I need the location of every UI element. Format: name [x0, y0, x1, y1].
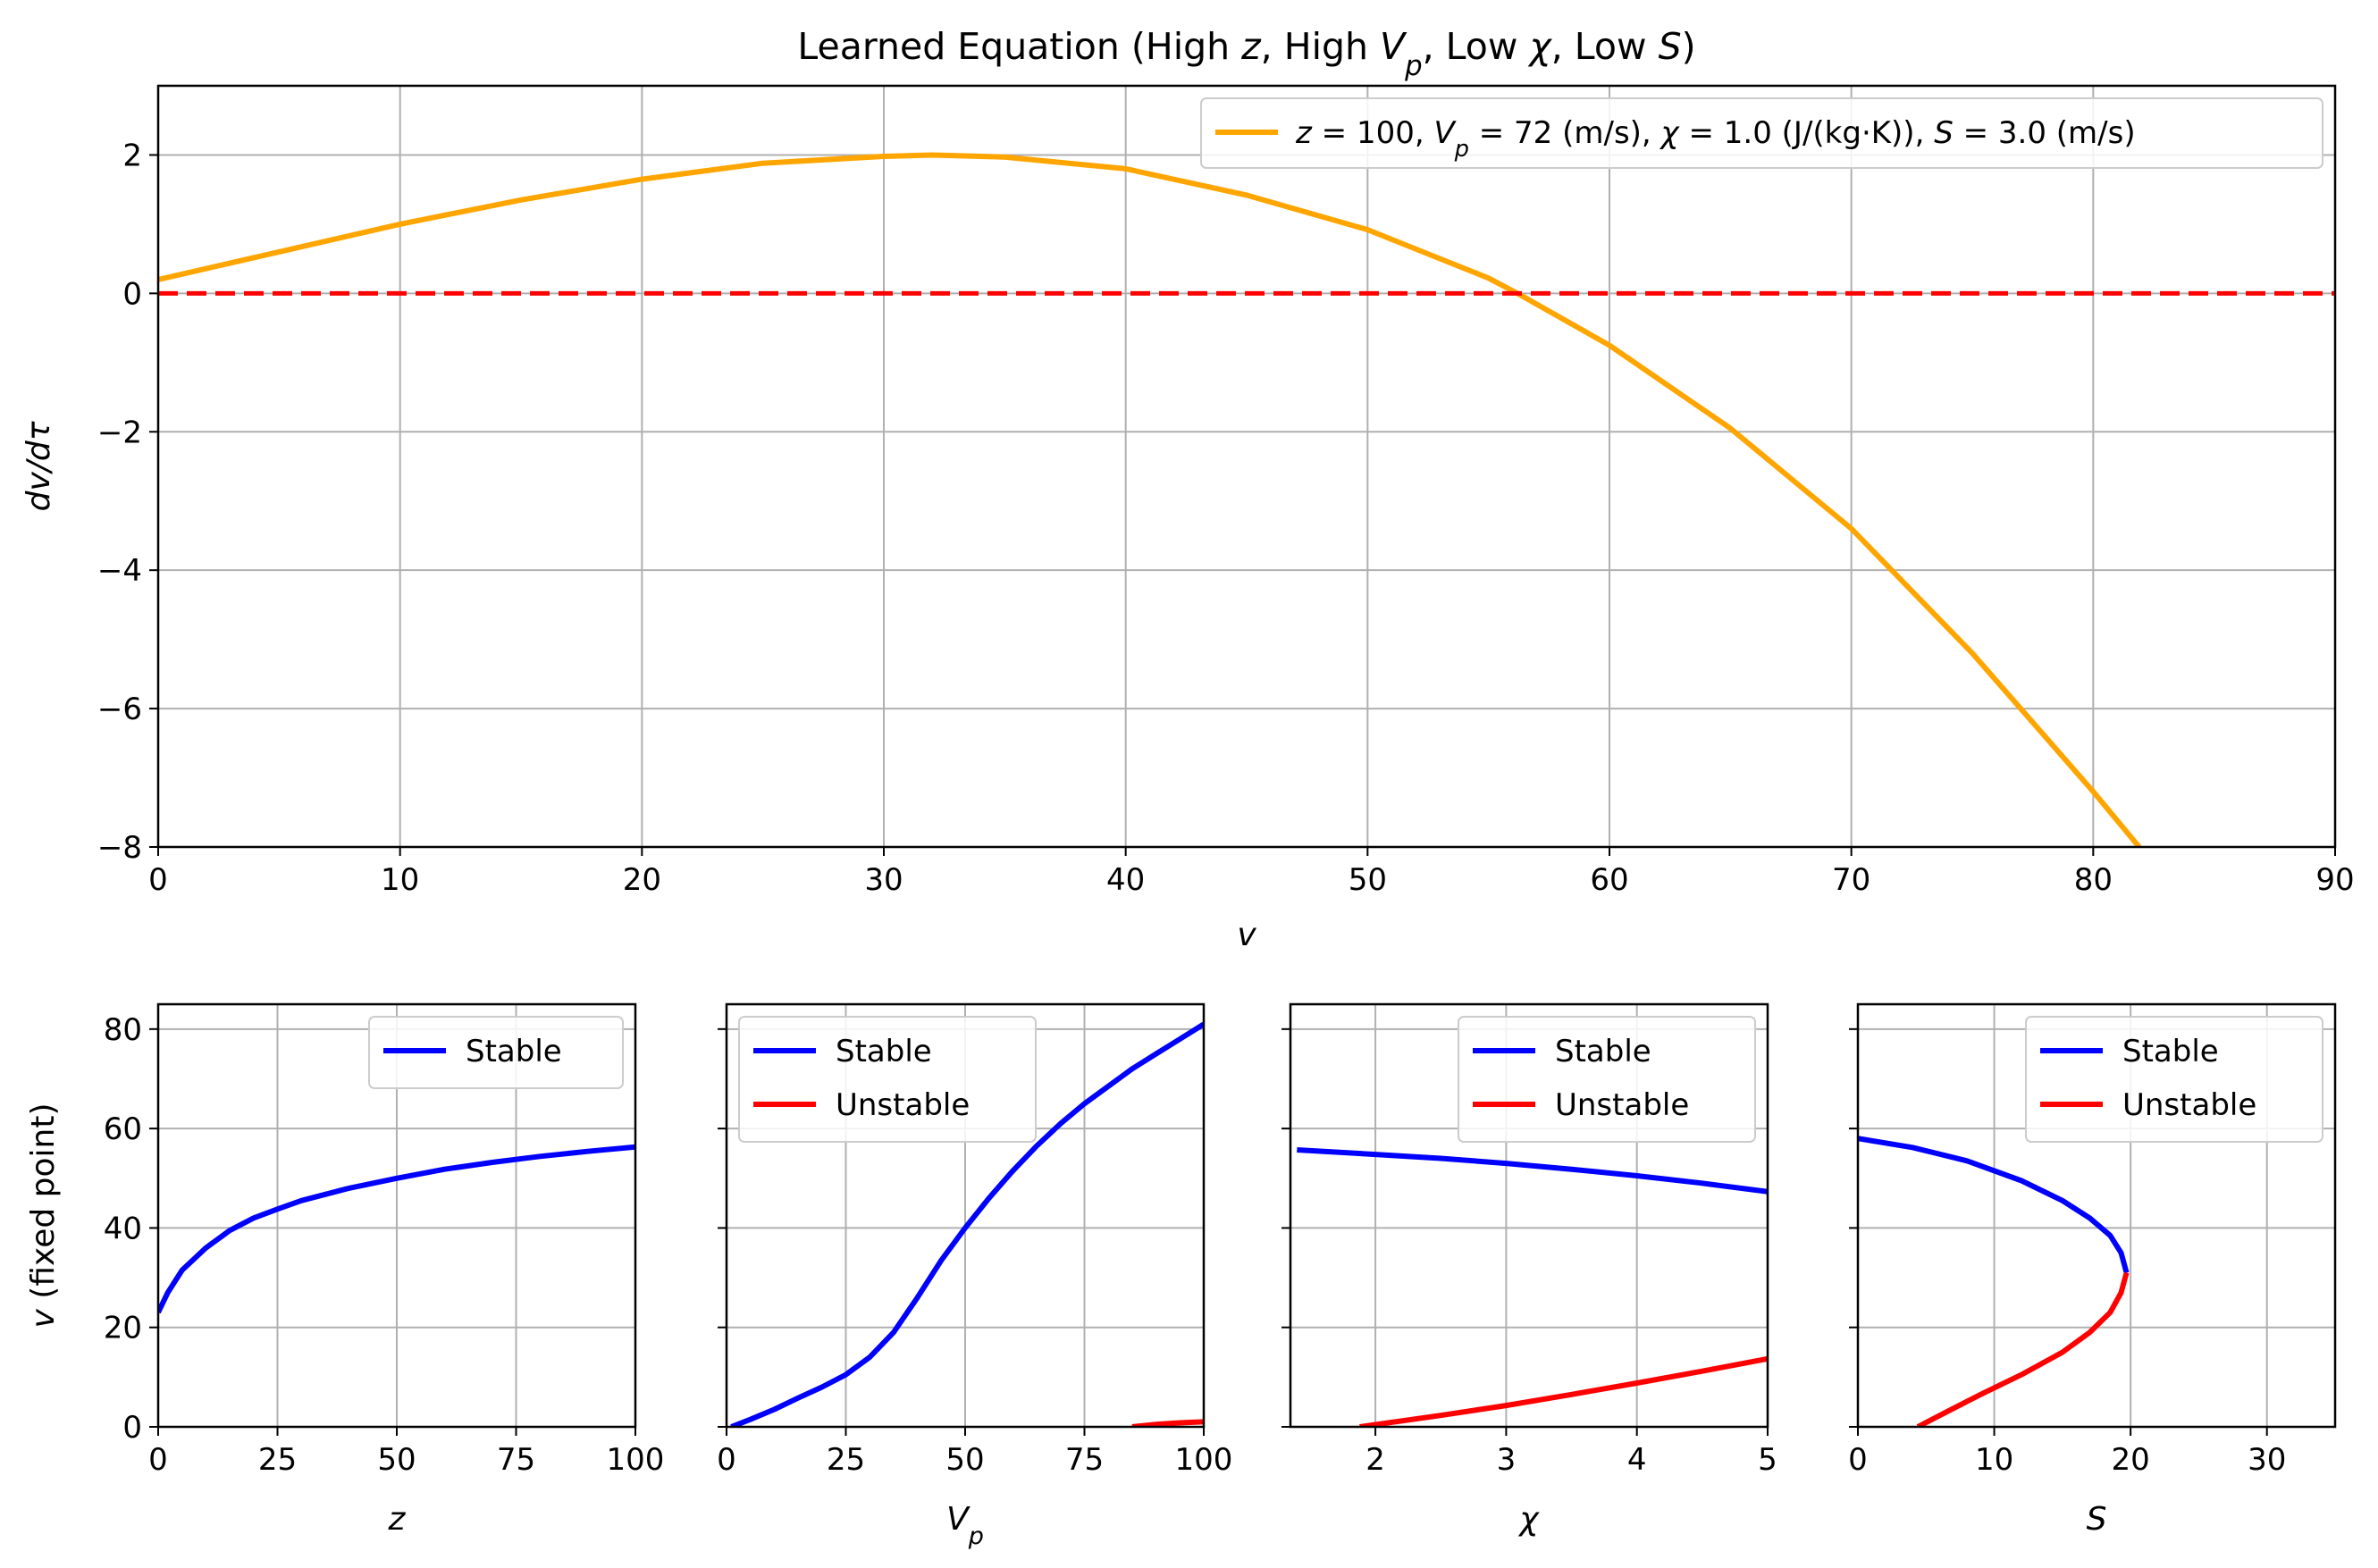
x-tick-label: 30 — [864, 862, 903, 898]
subplot-s: 0 10 20 30 S Stable Unstable — [1848, 1002, 2337, 1538]
legend: Stable Unstable — [2025, 1016, 2323, 1143]
legend: Stable Unstable — [738, 1016, 1037, 1143]
x-tick-label: 0 — [717, 1442, 736, 1478]
series-line-unstable — [1916, 1271, 2130, 1427]
x-tick-label: 0 — [1848, 1442, 1868, 1478]
x-tick-label: 10 — [1975, 1442, 2013, 1478]
subplot-chi: 2 3 4 5 χ Stable Unstable — [1281, 1002, 1777, 1538]
series-line-stable — [1858, 1136, 2130, 1274]
series-line-unstable — [1359, 1355, 1768, 1427]
series-line-stable — [730, 1021, 1204, 1427]
y-tick-label: 60 — [104, 1111, 142, 1147]
x-tick-label: 2 — [1365, 1442, 1385, 1478]
x-tick-label: 70 — [1832, 862, 1870, 898]
x-tick-label: 75 — [497, 1442, 535, 1478]
x-tick-label: 60 — [1590, 862, 1628, 898]
legend-label: Stable — [2122, 1034, 2219, 1069]
legend-label: Unstable — [2122, 1087, 2256, 1123]
x-tick-label: 0 — [148, 1442, 168, 1478]
y-tick-label: −8 — [97, 830, 142, 866]
y-tick-label: 0 — [122, 1410, 142, 1446]
legend-label: Unstable — [836, 1087, 970, 1123]
legend-box — [1200, 97, 2323, 169]
y-tick-label: −4 — [97, 553, 142, 589]
y-tick-label: −6 — [97, 692, 142, 727]
series-line-unstable — [1131, 1419, 1204, 1427]
legend-label: Unstable — [1555, 1087, 1689, 1123]
y-tick-label: 80 — [104, 1012, 142, 1048]
subplot-z: 0 25 50 75 100 0 20 40 60 80 z v (fixed point) Stabl… — [25, 1002, 665, 1538]
main-plot: Learned Equation (High z, High Vp, Low χ… — [21, 25, 2355, 953]
x-tick-label: 3 — [1497, 1442, 1517, 1478]
x-tick-label: 30 — [2248, 1442, 2286, 1478]
y-tick-label: 20 — [104, 1311, 142, 1346]
x-tick-label: 5 — [1758, 1442, 1777, 1478]
series-line-dv-dtau — [158, 152, 2142, 847]
x-tick-label: 20 — [623, 862, 661, 898]
axes-frame — [1856, 1002, 2337, 1429]
y-tick-label: −2 — [97, 415, 142, 450]
legend-label: Stable — [1555, 1034, 1651, 1069]
y-tick-label: 0 — [122, 276, 142, 312]
legend: z = 100, Vp = 72 (m/s), χ = 1.0 (J/(kg·K… — [1200, 97, 2323, 169]
x-axis-label: χ — [1517, 1501, 1540, 1538]
x-tick-label: 25 — [827, 1442, 865, 1478]
series-line-stable — [158, 1144, 635, 1314]
x-tick-label: 100 — [607, 1442, 665, 1478]
y-axis-label: dv/dτ — [21, 421, 57, 511]
x-tick-label: 50 — [377, 1442, 416, 1478]
x-axis-label: z — [388, 1501, 407, 1538]
x-tick-label: 80 — [2074, 862, 2113, 898]
x-tick-label: 75 — [1065, 1442, 1104, 1478]
axes-frame — [1289, 1002, 1769, 1429]
y-tick-label: 2 — [122, 138, 142, 173]
x-axis-label: Vp — [946, 1501, 984, 1550]
x-tick-label: 0 — [148, 862, 168, 898]
y-axis-label: v (fixed point) — [25, 1103, 62, 1329]
y-tick-label: 40 — [104, 1211, 142, 1246]
x-tick-label: 40 — [1106, 862, 1145, 898]
subplot-vp: 0 25 50 75 100 Vp Stable Unstable — [717, 1002, 1233, 1550]
x-tick-label: 4 — [1627, 1442, 1647, 1478]
x-tick-label: 20 — [2112, 1442, 2150, 1478]
legend: Stable Unstable — [1458, 1016, 1756, 1143]
x-tick-label: 10 — [381, 862, 419, 898]
x-axis-label: S — [2087, 1501, 2107, 1538]
legend: Stable — [368, 1016, 624, 1089]
legend-label: Stable — [836, 1034, 932, 1069]
legend-box — [368, 1016, 624, 1089]
legend-label: z = 100, Vp = 72 (m/s), χ = 1.0 (J/(kg·K… — [1295, 115, 2136, 163]
x-tick-label: 50 — [945, 1442, 984, 1478]
chart-title: Learned Equation (High z, High Vp, Low χ… — [797, 25, 1695, 82]
x-tick-label: 90 — [2315, 862, 2354, 898]
x-tick-label: 100 — [1175, 1442, 1233, 1478]
x-axis-label: v — [1237, 917, 1256, 953]
x-tick-label: 25 — [258, 1442, 297, 1478]
series-line-stable — [1297, 1147, 1768, 1195]
x-tick-label: 50 — [1349, 862, 1387, 898]
axes-frame — [156, 84, 2337, 849]
legend-label: Stable — [466, 1034, 562, 1069]
